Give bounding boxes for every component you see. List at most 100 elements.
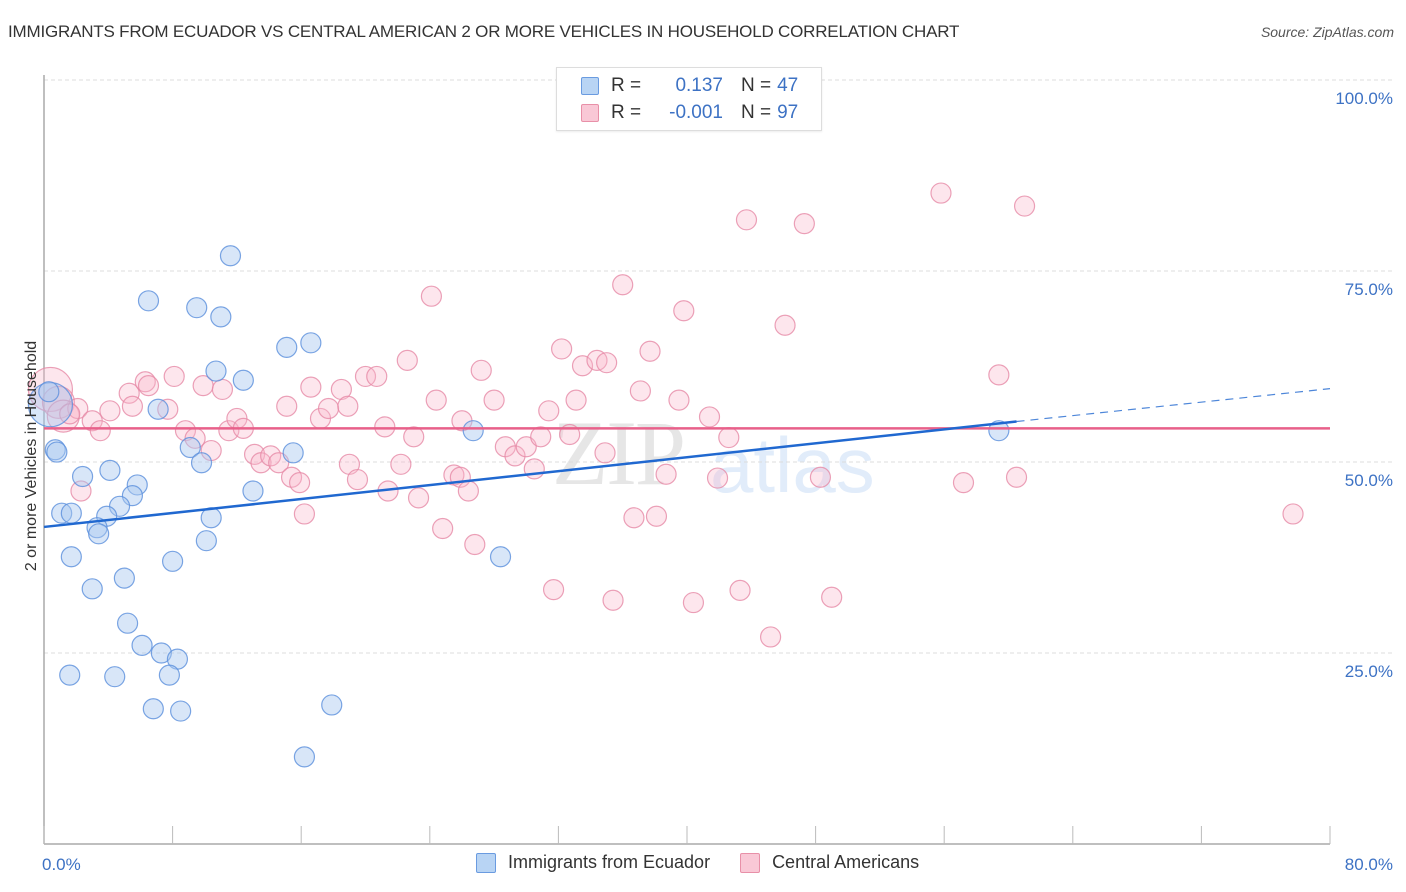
legend-swatch-blue xyxy=(476,852,496,873)
data-point xyxy=(321,694,343,716)
data-point xyxy=(403,426,425,448)
data-point xyxy=(163,365,185,388)
data-point xyxy=(596,352,618,374)
source-label: Source: ZipAtlas.com xyxy=(1260,24,1394,40)
legend-item-ecuador[interactable]: Immigrants from Ecuador xyxy=(476,852,710,873)
watermark-atlas: atlas xyxy=(710,421,875,509)
data-point xyxy=(293,746,316,768)
data-point xyxy=(126,474,148,496)
data-point xyxy=(988,420,1010,442)
data-point xyxy=(337,395,359,417)
data-point xyxy=(930,182,952,204)
data-point xyxy=(113,567,135,589)
data-point xyxy=(668,389,690,411)
data-point xyxy=(354,365,377,388)
data-point xyxy=(530,426,552,448)
data-point xyxy=(282,442,304,464)
data-point xyxy=(346,468,369,491)
data-point xyxy=(538,400,560,422)
data-point xyxy=(60,546,82,568)
data-point xyxy=(774,314,796,336)
data-point xyxy=(793,213,815,235)
data-point xyxy=(38,381,60,403)
legend-r-value: 0.137 xyxy=(675,75,723,96)
watermark-zip: ZIP xyxy=(552,402,686,504)
data-point xyxy=(88,523,110,545)
data-point xyxy=(735,209,758,231)
chart-title: IMMIGRANTS FROM ECUADOR VS CENTRAL AMERI… xyxy=(8,22,960,41)
data-point xyxy=(374,416,396,438)
data-point xyxy=(551,338,573,360)
y-axis-label: 2 or more Vehicles in Household xyxy=(23,341,40,571)
data-point xyxy=(190,452,213,474)
data-point xyxy=(150,642,172,664)
data-point xyxy=(1282,503,1304,525)
series-immigrants-from-ecuador xyxy=(27,245,1010,768)
series-legend: Immigrants from Ecuador Central American… xyxy=(476,852,949,873)
legend-swatch-blue xyxy=(581,77,599,95)
data-point xyxy=(134,371,156,393)
data-point xyxy=(131,634,153,656)
x-tick-label: 0.0% xyxy=(42,855,81,874)
data-point xyxy=(118,382,140,404)
data-point xyxy=(420,285,443,307)
legend-label: Immigrants from Ecuador xyxy=(508,852,711,872)
data-point xyxy=(759,626,782,648)
data-point xyxy=(645,505,668,527)
y-tick-label: 50.0% xyxy=(1345,471,1393,490)
legend-n-label: N = xyxy=(741,102,772,123)
data-point xyxy=(425,389,447,411)
data-point xyxy=(718,426,740,449)
data-point xyxy=(407,487,430,509)
data-point xyxy=(268,452,290,474)
data-point xyxy=(89,420,111,442)
data-point xyxy=(432,517,454,540)
data-point xyxy=(809,466,832,488)
data-point xyxy=(170,700,192,722)
data-point xyxy=(1005,466,1028,488)
y-tick-label: 25.0% xyxy=(1345,662,1393,681)
data-point xyxy=(288,472,311,494)
data-point xyxy=(232,369,254,391)
legend-n-label: N = xyxy=(741,75,772,96)
trend-lines xyxy=(43,388,1331,529)
data-point xyxy=(655,463,677,485)
data-point xyxy=(366,365,388,388)
data-point xyxy=(682,591,705,614)
data-point xyxy=(504,445,526,467)
data-point xyxy=(464,533,486,556)
data-point xyxy=(186,297,208,319)
legend-item-central-americans[interactable]: Central Americans xyxy=(740,852,919,873)
data-point xyxy=(602,589,624,611)
data-point xyxy=(158,664,180,686)
data-point xyxy=(623,507,645,529)
data-point xyxy=(81,578,103,600)
data-point xyxy=(293,503,316,525)
data-point xyxy=(71,465,94,488)
data-point xyxy=(612,274,634,296)
data-point xyxy=(300,376,322,398)
data-point xyxy=(59,664,81,686)
data-point xyxy=(116,612,139,634)
series-central-americans xyxy=(27,182,1304,648)
data-point xyxy=(211,378,234,401)
y-tick-label: 75.0% xyxy=(1345,280,1393,299)
legend-row-central-americans: R = -0.001 N = 97 xyxy=(581,101,798,125)
data-point xyxy=(99,459,121,482)
data-point xyxy=(137,290,160,312)
data-point xyxy=(276,336,298,358)
data-point xyxy=(104,666,126,688)
data-point xyxy=(300,332,322,354)
data-point xyxy=(60,502,82,524)
data-point xyxy=(41,385,76,420)
axes xyxy=(43,75,1331,845)
x-tick-label: 80.0% xyxy=(1345,855,1393,874)
grid-lines xyxy=(44,79,1392,654)
data-point xyxy=(988,364,1010,386)
trend-line-ecuador xyxy=(43,420,1017,529)
data-point xyxy=(137,375,160,397)
data-point xyxy=(219,245,242,267)
data-point xyxy=(483,389,505,411)
data-point xyxy=(639,340,661,362)
